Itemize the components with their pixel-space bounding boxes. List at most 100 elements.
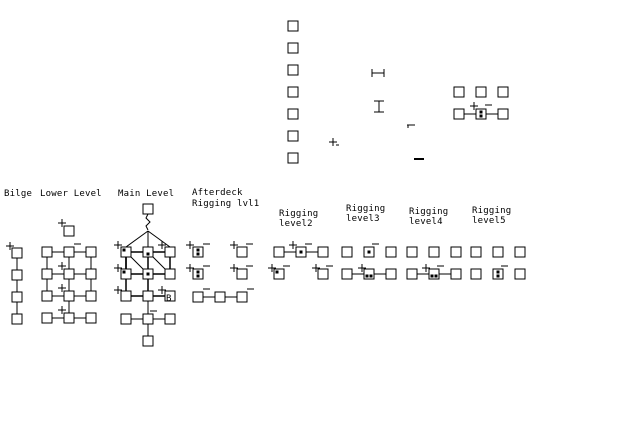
item-dot [122,270,126,274]
room-tile [142,246,154,258]
label-level-4: level4 [409,217,443,227]
room-tile [287,152,299,164]
room-tile [450,268,462,280]
label-rigging-2: Rigging [279,209,319,219]
label-bilge: Bilge [4,189,33,199]
room-tile [273,246,285,258]
room-tile [63,268,75,280]
item-dot [369,274,373,278]
room-tile [497,108,509,120]
room-tile [85,312,97,324]
room-tile [11,269,23,281]
item-dot [196,252,200,256]
room-tile [287,20,299,32]
label-level-3: level3 [346,214,380,224]
room-tile [341,246,353,258]
label-rigging-3: Rigging [346,204,386,214]
room-grid [11,20,526,347]
room-glyph-b: B [166,294,171,304]
room-tile [236,246,248,258]
room-tile [475,108,487,120]
room-tile [514,268,526,280]
label-rigging-4: Rigging [409,207,449,217]
label-level-2: level2 [279,219,313,229]
label-lower-level: Lower Level [40,189,102,199]
item-dot [299,250,303,254]
label-level-5: level5 [472,216,506,226]
room-tile [120,246,132,258]
room-tile [406,268,418,280]
room-tile [63,290,75,302]
room-tile [63,312,75,324]
item-dot [479,114,483,118]
room-tile [142,290,154,302]
room-tile [450,246,462,258]
room-tile [287,64,299,76]
room-tile [85,268,97,280]
item-dot [367,250,371,254]
corridor-line [152,256,166,270]
room-tile [287,130,299,142]
room-tile [385,246,397,258]
room-tile [341,268,353,280]
item-dot [430,274,434,278]
room-tile [385,268,397,280]
room-tile [142,313,154,325]
item-dot [196,274,200,278]
room-tile [470,246,482,258]
room-tile [406,246,418,258]
label-main-level: Main Level [118,189,175,199]
room-tile [287,42,299,54]
room-tile [287,86,299,98]
item-dot [196,248,200,252]
corridor-line [125,230,149,248]
item-dot [434,274,438,278]
room-tile [120,268,132,280]
room-tile [428,268,440,280]
item-dot [496,274,500,278]
room-tile [514,246,526,258]
room-tile [11,313,23,325]
room-tile [192,291,204,303]
item-dot [275,270,279,274]
room-markers: B [6,69,508,314]
room-tile [142,335,154,347]
room-tile [475,86,487,98]
room-tile [287,108,299,120]
room-tile [363,268,375,280]
room-tile [41,246,53,258]
door-icon [371,69,385,77]
room-tile [428,246,440,258]
room-tile [120,313,132,325]
room-tile [120,290,132,302]
room-tile [164,313,176,325]
room-tile [63,225,75,237]
room-tile [317,246,329,258]
room-tile [492,268,504,280]
label-rigging-5: Rigging [472,206,512,216]
corridor-line [145,213,151,231]
item-dot [196,270,200,274]
room-tile [497,86,509,98]
room-tile [164,268,176,280]
room-tile [192,268,204,280]
room-tile [41,312,53,324]
room-tile [273,268,285,280]
room-tile [41,268,53,280]
item-dot [479,110,483,114]
room-tile [164,246,176,258]
room-tile [214,291,226,303]
room-tile [492,246,504,258]
item-dot [146,272,150,276]
door-icon [374,100,384,113]
room-tile [85,246,97,258]
item-dot [365,274,369,278]
item-dot [496,270,500,274]
corridor-line [130,256,144,270]
room-tile [11,247,23,259]
label-afterdeck: Afterdeck [192,188,243,198]
room-tile [453,108,465,120]
room-tile [236,291,248,303]
room-tile [236,268,248,280]
